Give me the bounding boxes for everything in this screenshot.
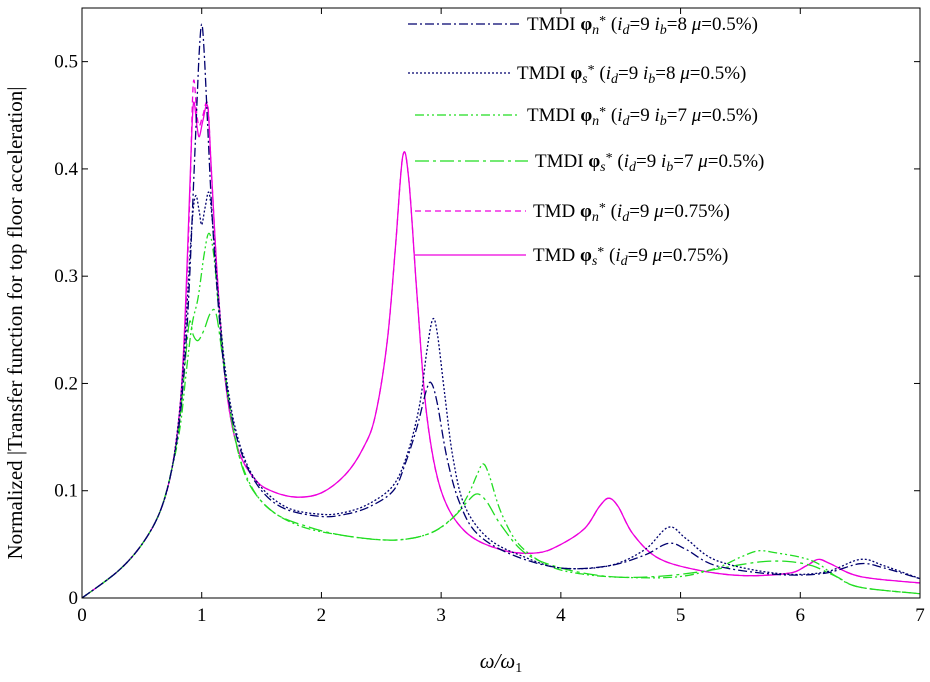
series-layer bbox=[81, 23, 921, 599]
series-line-3 bbox=[81, 232, 921, 599]
y-tick-label: 0.1 bbox=[54, 481, 78, 502]
x-tick-label: 1 bbox=[197, 605, 207, 626]
x-tick-label: 7 bbox=[915, 605, 925, 626]
x-tick-label: 6 bbox=[796, 605, 806, 626]
x-axis-title: ω/ω1 bbox=[480, 649, 523, 676]
plot-frame bbox=[81, 7, 921, 599]
y-tick-label: 0.2 bbox=[54, 373, 78, 394]
series-line-4 bbox=[81, 308, 921, 599]
series-line-6 bbox=[81, 101, 921, 599]
y-tick-label: 0 bbox=[69, 588, 79, 609]
y-tick-label: 0.5 bbox=[54, 52, 78, 73]
legend-label-6: TMD φs* (id=9 μ=0.75%) bbox=[533, 245, 728, 269]
ticks-layer: 0 1 2 3 4 5 6 7 0 0.1 0.2 0.3 0.4 0.5 bbox=[54, 8, 925, 626]
x-tick-label: 2 bbox=[317, 605, 327, 626]
x-tick-label: 0 bbox=[77, 605, 87, 626]
y-tick-label: 0.4 bbox=[54, 159, 78, 180]
series-line-2 bbox=[81, 191, 921, 599]
legend: TMDI φn* (id=9 ib=8 μ=0.5%) TMDI φs* (id=… bbox=[408, 14, 764, 269]
legend-label-2: TMDI φs* (id=9 ib=8 μ=0.5%) bbox=[517, 63, 746, 87]
x-tick-label: 5 bbox=[676, 605, 686, 626]
series-line-1 bbox=[81, 23, 921, 599]
x-tick-label: 3 bbox=[436, 605, 446, 626]
x-tick-label: 4 bbox=[556, 605, 566, 626]
series-line-5 bbox=[81, 79, 921, 599]
legend-label-4: TMDI φs* (id=9 ib=7 μ=0.5%) bbox=[535, 151, 764, 175]
y-tick-label: 0.3 bbox=[54, 266, 78, 287]
legend-label-3: TMDI φn* (id=9 ib=7 μ=0.5%) bbox=[527, 105, 758, 129]
legend-label-1: TMDI φn* (id=9 ib=8 μ=0.5%) bbox=[527, 14, 758, 38]
y-axis-title: Normalized |Transfer function for top fl… bbox=[3, 87, 27, 560]
legend-label-5: TMD φn* (id=9 μ=0.75%) bbox=[533, 201, 730, 225]
